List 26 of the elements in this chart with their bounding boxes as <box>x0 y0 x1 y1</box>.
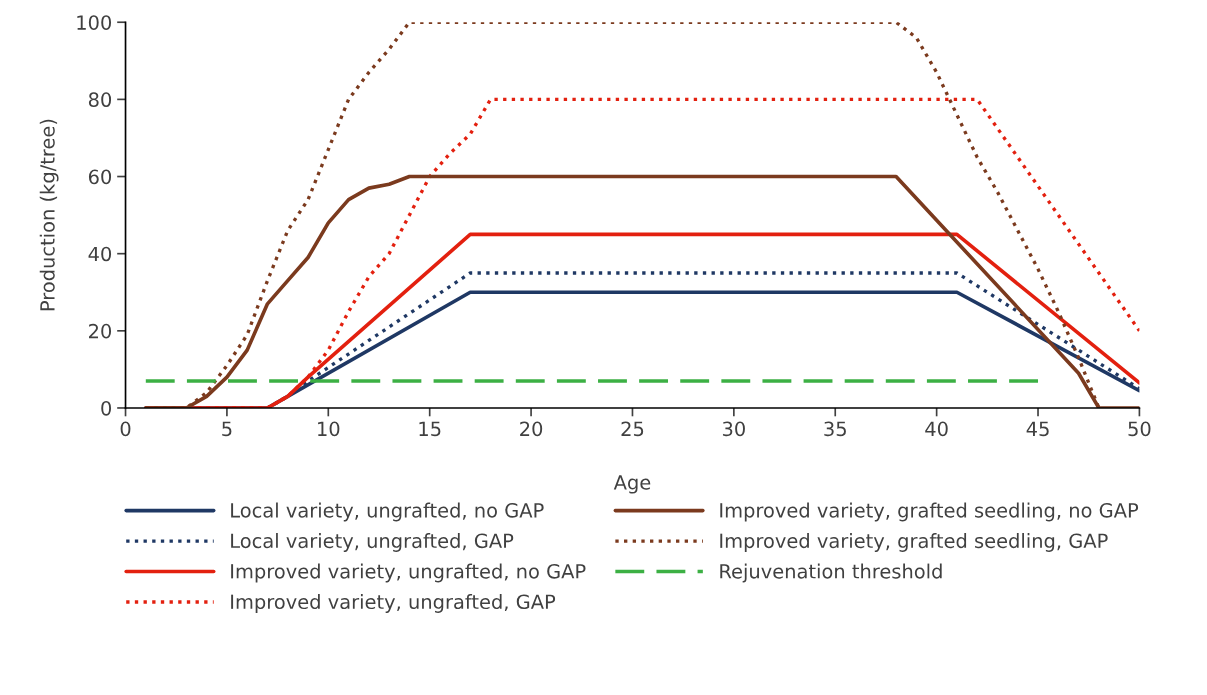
legend-label: Improved variety, grafted seedling, no GAP <box>720 502 1139 522</box>
x-tick-label: 20 <box>520 421 543 437</box>
legend-label: Improved variety, grafted seedling, GAP <box>720 533 1108 552</box>
x-tick-label: 30 <box>722 421 745 437</box>
x-tick-label: 10 <box>318 421 340 437</box>
x-tick-label: 0 <box>120 421 131 437</box>
x-tick-label: 15 <box>419 421 441 437</box>
x-tick-label: 25 <box>621 421 644 437</box>
legend-label: Local variety, ungrafted, no GAP <box>231 502 544 522</box>
y-tick-label: 0 <box>101 400 112 416</box>
y-tick-label: 60 <box>88 169 112 185</box>
y-axis-title: Production (kg/tree) <box>39 119 59 311</box>
legend-label: Improved variety, ungrafted, GAP <box>231 594 556 613</box>
y-tick-label: 80 <box>88 92 112 108</box>
x-tick-label: 5 <box>222 421 232 437</box>
x-tick-label: 40 <box>925 421 948 437</box>
y-tick-label: 20 <box>89 323 112 339</box>
x-tick-label: 35 <box>824 421 846 437</box>
legend-label: Rejuvenation threshold <box>720 563 942 583</box>
x-axis-title: Age <box>613 475 651 494</box>
legend-label: Local variety, ungrafted, GAP <box>231 533 514 552</box>
y-tick-label: 100 <box>77 15 112 30</box>
x-tick-label: 50 <box>1128 421 1151 437</box>
x-tick-label: 45 <box>1026 421 1049 437</box>
legend-label: Improved variety, ungrafted, no GAP <box>231 563 586 583</box>
y-tick-label: 40 <box>88 246 112 262</box>
